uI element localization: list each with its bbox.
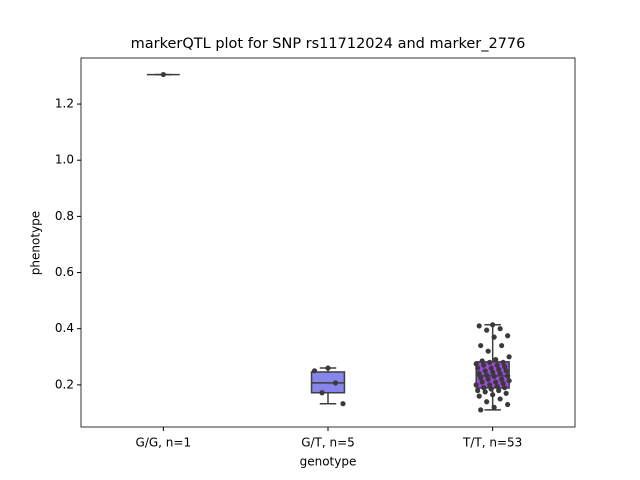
data-point [503,390,509,396]
data-point [479,379,485,385]
data-point [487,359,493,366]
data-point [491,334,497,340]
data-point [491,373,497,380]
data-point [476,371,482,377]
data-point [505,373,511,379]
data-point [499,342,505,349]
data-point [482,389,488,395]
y-tick-label: 0.4 [55,321,74,335]
data-point [493,379,499,385]
plot-frame [80,57,576,428]
x-tick-label: G/T, n=5 [301,436,355,450]
x-axis-label: genotype [300,455,357,469]
data-point [478,342,484,349]
data-point [506,354,512,360]
data-point [485,348,491,354]
data-point [325,365,331,371]
data-point [499,376,505,382]
data-point [502,385,508,391]
data-point [479,358,485,364]
data-point [481,385,487,391]
data-point [478,375,484,381]
data-point [506,378,512,384]
data-point [478,407,484,413]
data-point [496,366,502,373]
x-tick-label: G/G, n=1 [136,436,192,450]
data-point [476,393,482,399]
data-point [340,401,346,407]
y-tick-label: 0.2 [55,377,74,391]
data-point [476,323,482,329]
y-axis-label: phenotype [29,211,43,275]
x-tick-label: T/T, n=53 [462,436,522,450]
data-point [481,362,487,368]
data-point [160,71,166,78]
data-point [505,333,511,339]
data-point [497,371,503,377]
data-point [497,396,503,402]
data-point [487,382,493,388]
data-point [332,380,339,386]
y-tick-label: 0.6 [55,265,74,279]
data-point [311,368,318,374]
data-point [488,386,494,392]
data-point [484,372,490,378]
data-point [482,368,488,374]
data-point [490,322,496,328]
data-point [484,399,490,405]
data-point [500,380,506,387]
data-point [488,365,494,371]
data-point [490,369,496,375]
data-point [475,387,481,394]
y-tick-label: 1.2 [55,97,74,111]
data-point [473,382,479,388]
data-point [491,404,497,410]
data-point [500,359,506,366]
data-point [473,361,479,367]
data-point [475,365,481,371]
data-point [502,364,508,370]
data-point [319,390,325,396]
data-point [490,392,496,398]
data-point [496,387,502,394]
data-point [494,362,500,368]
data-point [494,383,500,389]
chart-title: markerQTL plot for SNP rs11712024 and ma… [131,36,526,52]
data-point [505,401,511,408]
data-point [493,357,499,363]
y-tick-label: 0.8 [55,209,74,223]
data-point [497,326,503,332]
data-point [503,368,509,374]
data-point [484,327,490,333]
y-tick-label: 1.0 [55,153,74,167]
data-point [485,376,491,382]
